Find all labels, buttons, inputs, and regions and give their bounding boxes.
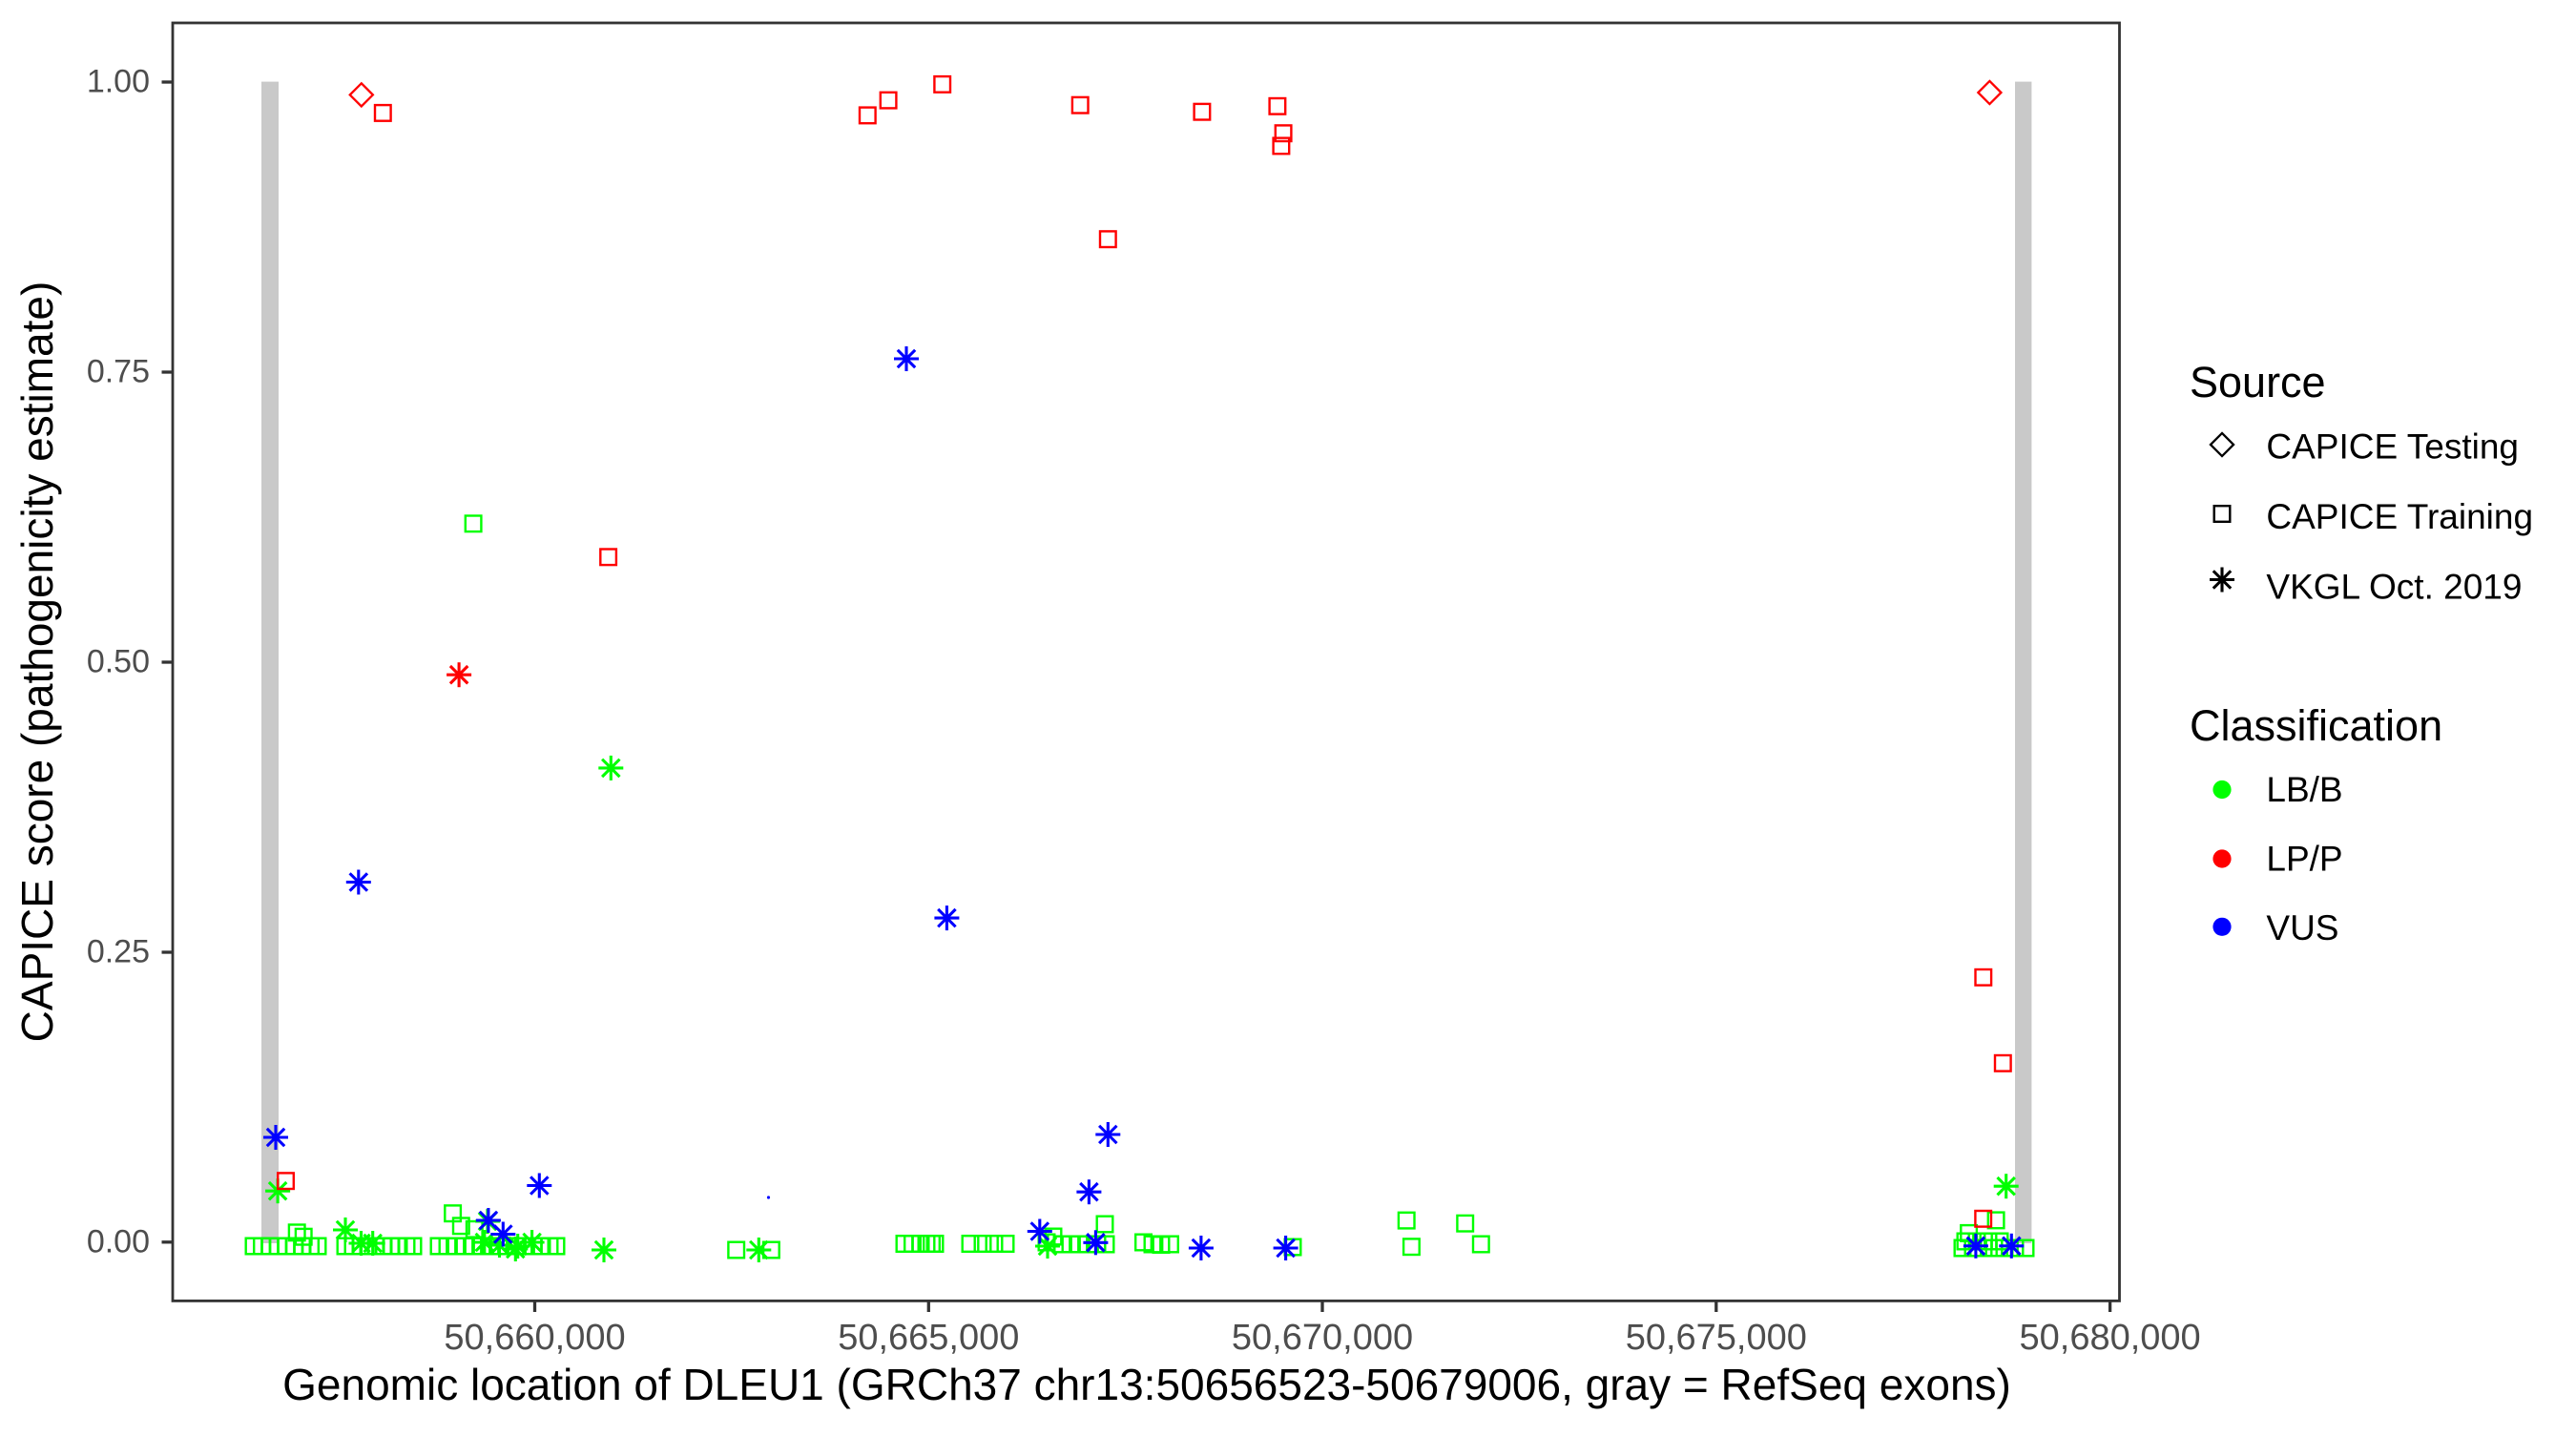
svg-text:Genomic location of DLEU1 (GRC: Genomic location of DLEU1 (GRCh37 chr13:… — [282, 1360, 2011, 1409]
svg-text:Classification: Classification — [2190, 701, 2442, 750]
svg-text:50,680,000: 50,680,000 — [2020, 1318, 2201, 1358]
svg-text:50,675,000: 50,675,000 — [1626, 1318, 1807, 1358]
svg-text:1.00: 1.00 — [87, 64, 150, 100]
svg-text:50,660,000: 50,660,000 — [444, 1318, 625, 1358]
svg-text:50,665,000: 50,665,000 — [838, 1318, 1019, 1358]
svg-text:0.00: 0.00 — [87, 1223, 150, 1259]
svg-text:Source: Source — [2190, 358, 2326, 406]
svg-text:VUS: VUS — [2266, 908, 2338, 947]
svg-text:50,670,000: 50,670,000 — [1232, 1318, 1413, 1358]
svg-text:CAPICE Testing: CAPICE Testing — [2266, 427, 2519, 466]
svg-text:CAPICE Training: CAPICE Training — [2266, 497, 2533, 536]
svg-text:0.25: 0.25 — [87, 934, 150, 970]
svg-text:CAPICE score (pathogenicity es: CAPICE score (pathogenicity estimate) — [12, 281, 62, 1043]
svg-text:LB/B: LB/B — [2266, 770, 2342, 809]
svg-text:VKGL Oct. 2019: VKGL Oct. 2019 — [2266, 567, 2522, 606]
svg-text:0.75: 0.75 — [87, 354, 150, 390]
svg-text:LP/P: LP/P — [2266, 840, 2342, 879]
svg-text:0.50: 0.50 — [87, 644, 150, 680]
